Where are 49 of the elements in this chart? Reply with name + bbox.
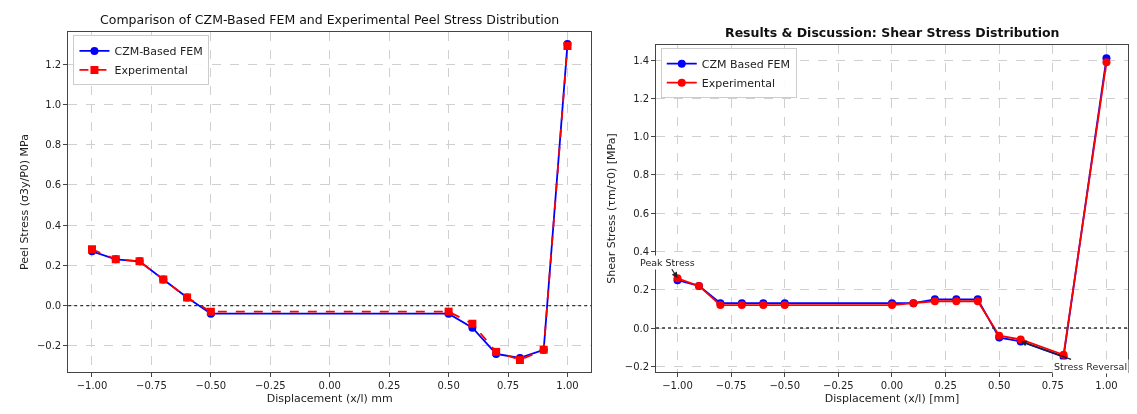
x-tick-label: 0.50 [437, 380, 460, 391]
y-tick-label: 1.0 [633, 131, 650, 143]
y-tick-label: 0.4 [45, 219, 62, 231]
x-tick-label: 0.25 [378, 380, 401, 391]
y-tick-label: 1.4 [633, 54, 650, 66]
y-tick-label: 0.2 [633, 284, 650, 296]
x-tick-label: −0.25 [254, 380, 286, 391]
legend-label: Experimental [114, 64, 188, 78]
x-tick-label: −0.50 [769, 380, 801, 391]
x-axis-title: Displacement (x/l) mm [266, 392, 393, 406]
y-tick-label: 0.8 [633, 169, 650, 181]
point [1102, 58, 1111, 67]
y-tick-label: 0.6 [633, 207, 650, 219]
x-tick-label: −0.75 [136, 380, 167, 391]
chart-title: Comparison of CZM-Based FEM and Experimental Peel Stress Distribution [100, 12, 560, 27]
legend-label: CZM Based FEM [701, 57, 791, 71]
x-tick-label: −0.50 [195, 380, 227, 391]
y-tick-label: 0.0 [45, 300, 62, 312]
annotation: Peak Stress [640, 257, 695, 268]
y-tick-label: 0.8 [45, 139, 62, 151]
legend-label: Experimental [701, 76, 776, 90]
y-tick-label: −0.2 [624, 360, 650, 372]
x-tick-label: −1.00 [662, 380, 693, 391]
legend-label: CZM-Based FEM [114, 45, 203, 59]
x-tick-label: 1.00 [556, 380, 579, 391]
y-tick-label: −0.2 [36, 340, 62, 352]
x-tick-label: −0.25 [823, 380, 854, 391]
annotation: Stress Reversal [1054, 361, 1128, 372]
x-tick-label: 0.00 [880, 380, 904, 391]
y-axis-title: Peel Stress (σ3y/P0) MPa [17, 134, 31, 270]
y-axis-title: Shear Stress (τm/τ0) [MPa] [605, 133, 619, 284]
x-tick-label: 0.75 [496, 380, 520, 391]
y-tick-label: 1.2 [45, 58, 62, 70]
y-tick-label: 0.6 [45, 179, 62, 191]
x-tick-label: 1.00 [1095, 380, 1118, 391]
y-tick-label: 0.2 [45, 259, 62, 271]
x-tick-label: 0.00 [318, 380, 341, 391]
x-tick-label: 0.25 [934, 380, 957, 391]
y-tick-label: 0.0 [633, 322, 650, 334]
x-axis-title: Displacement (x/l) [mm] [824, 392, 960, 406]
y-tick-label: 0.4 [633, 246, 650, 257]
point [468, 319, 477, 328]
y-tick-label: 1.0 [45, 98, 62, 110]
x-tick-label: 0.50 [988, 380, 1011, 391]
chart-title: Results & Discussion: Shear Stress Distribution [725, 25, 1060, 40]
x-tick-label: −1.00 [76, 380, 108, 391]
x-tick-label: 0.75 [1041, 380, 1064, 391]
x-tick-label: −0.75 [715, 380, 747, 391]
y-tick-label: 1.2 [633, 92, 650, 104]
